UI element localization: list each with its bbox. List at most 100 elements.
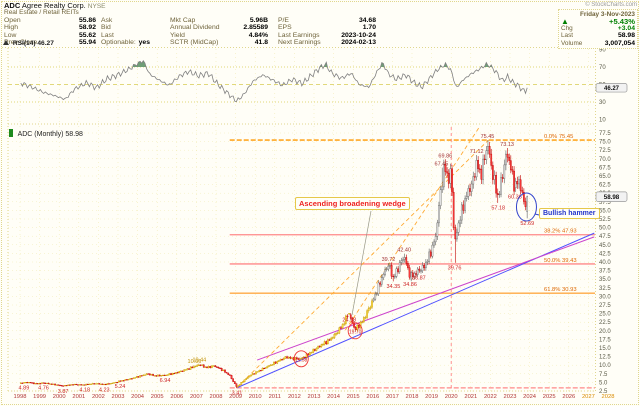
- svg-text:2004: 2004: [131, 394, 145, 400]
- svg-text:2008: 2008: [210, 394, 223, 400]
- volume-label: Volume: [561, 39, 583, 47]
- svg-text:17.5: 17.5: [599, 337, 611, 343]
- svg-text:3.87: 3.87: [58, 389, 69, 395]
- quote-value: 55.62: [78, 31, 96, 39]
- chg-label: Chg: [561, 25, 573, 33]
- svg-text:39.72: 39.72: [382, 257, 396, 263]
- svg-text:1999: 1999: [33, 394, 46, 400]
- svg-text:24.58: 24.58: [342, 318, 356, 324]
- rsi-legend-label: RSI(14) 46.27: [12, 39, 54, 47]
- svg-text:42.5: 42.5: [599, 251, 611, 257]
- svg-text:2018: 2018: [406, 394, 419, 400]
- chg-value: +3.04: [617, 25, 635, 33]
- quote-value: 2024-02-13: [341, 39, 376, 47]
- svg-text:4.89: 4.89: [19, 385, 30, 391]
- svg-text:11.58: 11.58: [295, 357, 307, 363]
- svg-text:2012: 2012: [288, 394, 301, 400]
- quote-label: Low: [4, 31, 17, 39]
- svg-text:2005: 2005: [151, 394, 164, 400]
- svg-text:70: 70: [599, 65, 606, 71]
- quote-label: Ask: [101, 17, 113, 24]
- quote-value: 1.70: [362, 24, 376, 32]
- volume-row: Volume 3,007,054: [561, 40, 635, 47]
- svg-text:50.0: 50.0: [599, 226, 611, 232]
- svg-text:36.87: 36.87: [412, 275, 426, 281]
- svg-text:5.24: 5.24: [115, 384, 126, 390]
- wedge-annotation: Ascending broadening wedge: [295, 197, 410, 210]
- quote-label: Bid: [101, 24, 111, 32]
- svg-text:38.2% 47.93: 38.2% 47.93: [544, 229, 577, 235]
- svg-text:34.35: 34.35: [386, 284, 400, 290]
- svg-text:2027: 2027: [582, 394, 595, 400]
- chart-symbol-legend: ADC (Monthly) 58.98: [9, 129, 83, 138]
- svg-text:47.5: 47.5: [599, 234, 611, 240]
- quote-value: 58.92: [78, 24, 96, 32]
- svg-text:50.0% 39.43: 50.0% 39.43: [544, 258, 577, 264]
- svg-text:70.0: 70.0: [599, 157, 611, 163]
- company-name: Agree Realty Corp.: [21, 1, 86, 10]
- date-box: Friday 3-Nov-2023 ▲ +5.43% Chg +3.04 Las…: [558, 9, 638, 49]
- svg-text:3.41: 3.41: [232, 390, 243, 396]
- quote-value: 2.85589: [243, 24, 268, 32]
- up-arrow-icon: ▲: [561, 17, 569, 26]
- svg-text:2020: 2020: [445, 394, 458, 400]
- svg-text:27.5: 27.5: [599, 303, 611, 309]
- svg-text:2007: 2007: [190, 394, 203, 400]
- svg-text:2021: 2021: [464, 394, 477, 400]
- svg-text:40.0: 40.0: [599, 260, 611, 266]
- quote-value: 34.68: [358, 17, 376, 24]
- svg-text:67.5: 67.5: [599, 165, 611, 171]
- svg-text:75.0: 75.0: [599, 140, 611, 146]
- svg-text:0.0% 75.45: 0.0% 75.45: [544, 134, 573, 140]
- svg-text:57.5: 57.5: [599, 200, 611, 206]
- quote-label: Last: [101, 31, 114, 39]
- quote-value: 55.86: [78, 17, 96, 24]
- symbol-title: ADC Agree Realty Corp. NYSE: [4, 1, 106, 10]
- svg-text:4.23: 4.23: [99, 388, 110, 394]
- svg-text:42.40: 42.40: [397, 248, 411, 254]
- svg-text:30: 30: [599, 100, 606, 106]
- last-label: Last: [561, 32, 574, 40]
- svg-text:39.76: 39.76: [448, 265, 462, 271]
- pct-change-value: +5.43%: [609, 17, 635, 26]
- svg-text:73.13: 73.13: [500, 142, 514, 148]
- svg-text:10.44: 10.44: [192, 358, 206, 364]
- hammer-annotation: Bullish hammer: [539, 208, 600, 219]
- quote-value: 55.94: [78, 39, 96, 47]
- svg-text:35.0: 35.0: [599, 277, 611, 283]
- svg-text:90: 90: [599, 48, 606, 54]
- quote-value: 4.84%: [248, 31, 268, 39]
- svg-text:7.5: 7.5: [599, 372, 608, 378]
- svg-text:2023: 2023: [504, 394, 517, 400]
- svg-text:19.70: 19.70: [349, 329, 362, 335]
- svg-text:2000: 2000: [53, 394, 66, 400]
- svg-text:10.0: 10.0: [599, 363, 611, 369]
- svg-text:58.98: 58.98: [604, 194, 620, 201]
- svg-text:34.86: 34.86: [403, 282, 417, 288]
- exchange: NYSE: [87, 3, 106, 10]
- svg-text:6.94: 6.94: [160, 378, 171, 384]
- svg-text:37.5: 37.5: [599, 269, 611, 275]
- svg-text:20.0: 20.0: [599, 329, 611, 335]
- svg-text:2028: 2028: [602, 394, 615, 400]
- svg-text:2013: 2013: [308, 394, 321, 400]
- svg-text:60.36: 60.36: [508, 194, 522, 200]
- svg-text:45.0: 45.0: [599, 243, 611, 249]
- svg-text:1998: 1998: [14, 394, 27, 400]
- svg-text:2026: 2026: [562, 394, 575, 400]
- svg-text:46.27: 46.27: [604, 86, 620, 92]
- svg-text:71.12: 71.12: [470, 149, 484, 155]
- svg-text:72.5: 72.5: [599, 148, 611, 154]
- last-value: 58.98: [617, 32, 635, 40]
- svg-text:69.86: 69.86: [438, 153, 452, 159]
- svg-text:2025: 2025: [543, 394, 556, 400]
- watermark: © StockCharts.com: [585, 2, 637, 8]
- quote-header: ADC Agree Realty Corp. NYSE Real Estate …: [0, 0, 640, 49]
- svg-text:4.76: 4.76: [38, 386, 49, 392]
- quote-value: 2023-10-24: [341, 31, 376, 39]
- svg-text:62.5: 62.5: [599, 183, 611, 189]
- svg-text:32.5: 32.5: [599, 286, 611, 292]
- quote-label: Optionable:: [101, 39, 136, 47]
